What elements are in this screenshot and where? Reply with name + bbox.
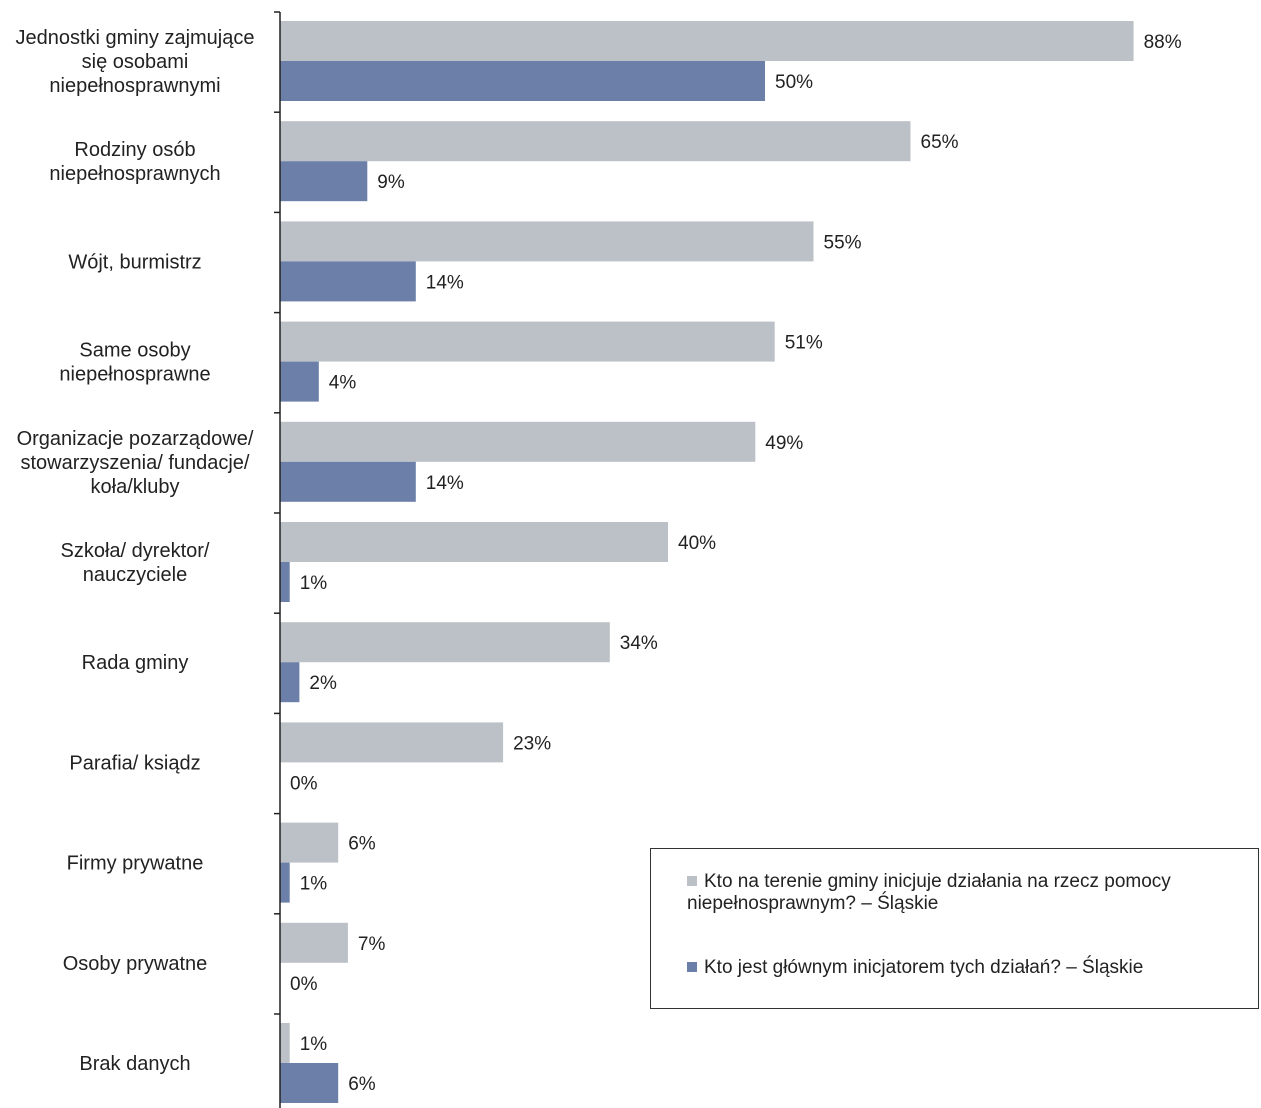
bar-series-2-3: [280, 261, 416, 302]
data-label-series-1-8: 23%: [513, 733, 551, 754]
bar-series-1-10: [280, 922, 348, 963]
category-label-10: Osoby prywatne: [63, 953, 208, 975]
data-label-series-2-5: 14%: [426, 473, 464, 494]
data-label-series-1-9: 6%: [348, 834, 376, 855]
bar-series-1-1: [280, 21, 1134, 61]
category-label-2: Rodziny osób niepełnosprawnych: [49, 139, 220, 185]
data-label-series-2-11: 6%: [348, 1074, 376, 1095]
legend-label-series-2: Kto jest głównym inicjatorem tych działa…: [704, 957, 1144, 978]
data-label-series-1-3: 55%: [824, 232, 862, 253]
bar-series-1-9: [280, 822, 339, 863]
data-label-series-1-11: 1%: [300, 1034, 328, 1055]
data-label-series-1-10: 7%: [358, 934, 386, 955]
category-label-11: Brak danych: [79, 1053, 190, 1075]
data-label-series-2-1: 50%: [775, 72, 813, 93]
bar-series-1-2: [280, 121, 911, 162]
bar-series-1-8: [280, 722, 504, 763]
bar-series-2-2: [280, 161, 368, 202]
data-label-series-2-6: 1%: [300, 573, 328, 594]
bar-series-2-1: [280, 61, 765, 101]
bar-series-1-6: [280, 522, 668, 562]
legend-label-series-1: Kto na terenie gminy inicjuje działania …: [687, 871, 1171, 914]
category-labels-group: Jednostki gminy zajmujące się osobami niep…: [16, 27, 255, 1075]
data-label-series-2-9: 1%: [300, 874, 328, 895]
bar-series-1-3: [280, 221, 814, 262]
category-label-5: Organizacje pozarządowe/stowarzyszenia/ …: [17, 428, 254, 498]
y-axis: [274, 11, 281, 1108]
category-label-4: Same osoby niepełnosprawne: [59, 340, 210, 386]
bar-series-2-11: [280, 1063, 339, 1103]
bar-series-1-5: [280, 421, 756, 462]
data-label-series-1-6: 40%: [678, 533, 716, 554]
data-label-series-2-10: 0%: [290, 974, 318, 995]
category-label-7: Rada gminy: [82, 652, 189, 674]
category-label-1: Jednostki gminy zajmujące się osobami niep…: [16, 27, 255, 97]
legend: Kto na terenie gminy inicjuje działania …: [650, 848, 1259, 1009]
data-label-series-1-5: 49%: [765, 433, 803, 454]
data-label-series-1-4: 51%: [785, 333, 823, 354]
data-label-series-1-2: 65%: [921, 132, 959, 153]
bar-series-2-4: [280, 361, 319, 402]
bar-series-2-6: [280, 562, 290, 602]
bar-series-1-11: [280, 1023, 290, 1063]
legend-item-series-2: Kto jest głównym inicjatorem tych działa…: [687, 957, 1247, 979]
data-label-series-1-1: 88%: [1144, 32, 1182, 53]
data-label-series-2-2: 9%: [377, 172, 405, 193]
legend-item-series-1: Kto na terenie gminy inicjuje działania …: [687, 871, 1247, 915]
value-labels-group: 88% 50% 65% 9% 55% 14% 51% 4% 49% 14% 40% 1% 34% 2% 23…: [290, 32, 1182, 1095]
category-label-8: Parafia/ ksiądz: [69, 752, 200, 774]
bar-series-1-7: [280, 622, 610, 663]
category-label-3: Wójt, burmistrz: [68, 251, 201, 273]
data-label-series-2-3: 14%: [426, 272, 464, 293]
legend-swatch-series-1: [687, 876, 697, 886]
bar-series-2-9: [280, 862, 290, 903]
bar-series-2-7: [280, 662, 300, 703]
legend-swatch-series-2: [687, 962, 697, 972]
category-label-9: Firmy prywatne: [67, 853, 204, 875]
data-label-series-2-8: 0%: [290, 773, 318, 794]
data-label-series-2-7: 2%: [309, 673, 337, 694]
data-label-series-1-7: 34%: [620, 633, 658, 654]
bar-series-1-4: [280, 321, 775, 362]
bar-series-2-5: [280, 461, 416, 502]
bars-group: [280, 21, 1134, 1103]
category-label-6: Szkoła/ dyrektor/nauczyciele: [61, 540, 210, 586]
data-label-series-2-4: 4%: [329, 373, 357, 394]
